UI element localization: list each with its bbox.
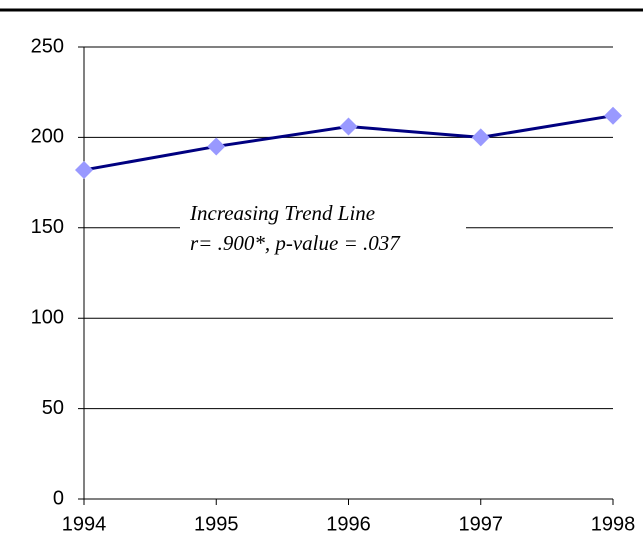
point bbox=[339, 117, 358, 136]
annotation: r= .900*, p-value = .037 bbox=[190, 231, 401, 255]
annotation: Increasing Trend Line bbox=[189, 201, 375, 225]
y-tick-label: 150 bbox=[31, 216, 64, 238]
y-tick-label: 200 bbox=[31, 126, 64, 148]
y-tick-label: 100 bbox=[31, 306, 64, 328]
point bbox=[207, 137, 226, 156]
x-tick-label: 1997 bbox=[459, 513, 504, 535]
y-tick-label: 0 bbox=[53, 487, 64, 509]
x-tick-label: 1994 bbox=[62, 513, 107, 535]
x-tick-label: 1998 bbox=[591, 513, 636, 535]
point bbox=[471, 128, 490, 147]
annotation-box bbox=[180, 198, 466, 262]
y-tick-label: 250 bbox=[31, 35, 64, 57]
x-tick-label: 1996 bbox=[326, 513, 371, 535]
y-tick-label: 50 bbox=[42, 397, 64, 419]
x-tick-label: 1995 bbox=[194, 513, 239, 535]
point bbox=[75, 160, 93, 179]
point bbox=[604, 106, 622, 125]
